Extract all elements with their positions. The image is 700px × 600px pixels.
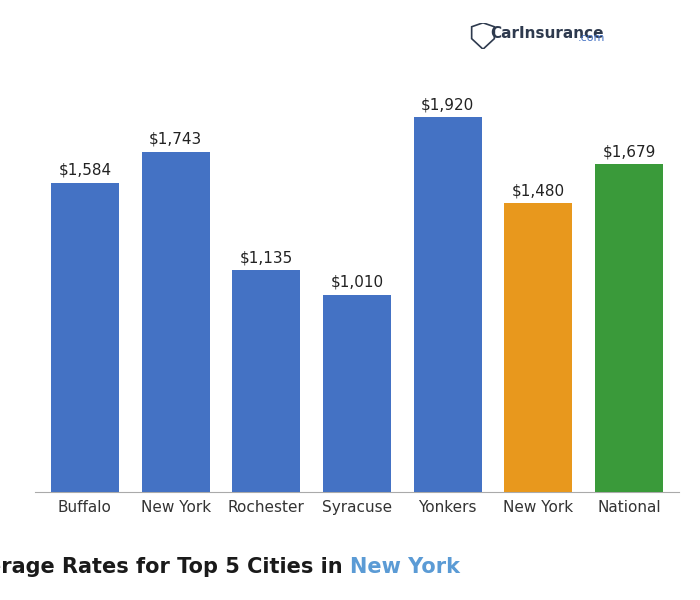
- Text: $1,584: $1,584: [58, 163, 111, 178]
- Text: Average Rates for Top 5 Cities in: Average Rates for Top 5 Cities in: [0, 557, 350, 577]
- Bar: [414, 117, 482, 492]
- Bar: [595, 164, 663, 492]
- Text: $1,135: $1,135: [239, 250, 293, 265]
- Text: New York: New York: [350, 557, 460, 577]
- Bar: [141, 152, 209, 492]
- Text: CarInsurance: CarInsurance: [490, 25, 603, 40]
- Bar: [51, 182, 119, 492]
- Text: $1,743: $1,743: [149, 131, 202, 146]
- Text: .com: .com: [578, 33, 605, 43]
- Text: $1,679: $1,679: [603, 144, 656, 159]
- Text: $1,920: $1,920: [421, 97, 475, 112]
- Text: $1,480: $1,480: [512, 183, 565, 198]
- Bar: [505, 203, 573, 492]
- Bar: [232, 270, 300, 492]
- Bar: [323, 295, 391, 492]
- Text: $1,010: $1,010: [330, 275, 384, 290]
